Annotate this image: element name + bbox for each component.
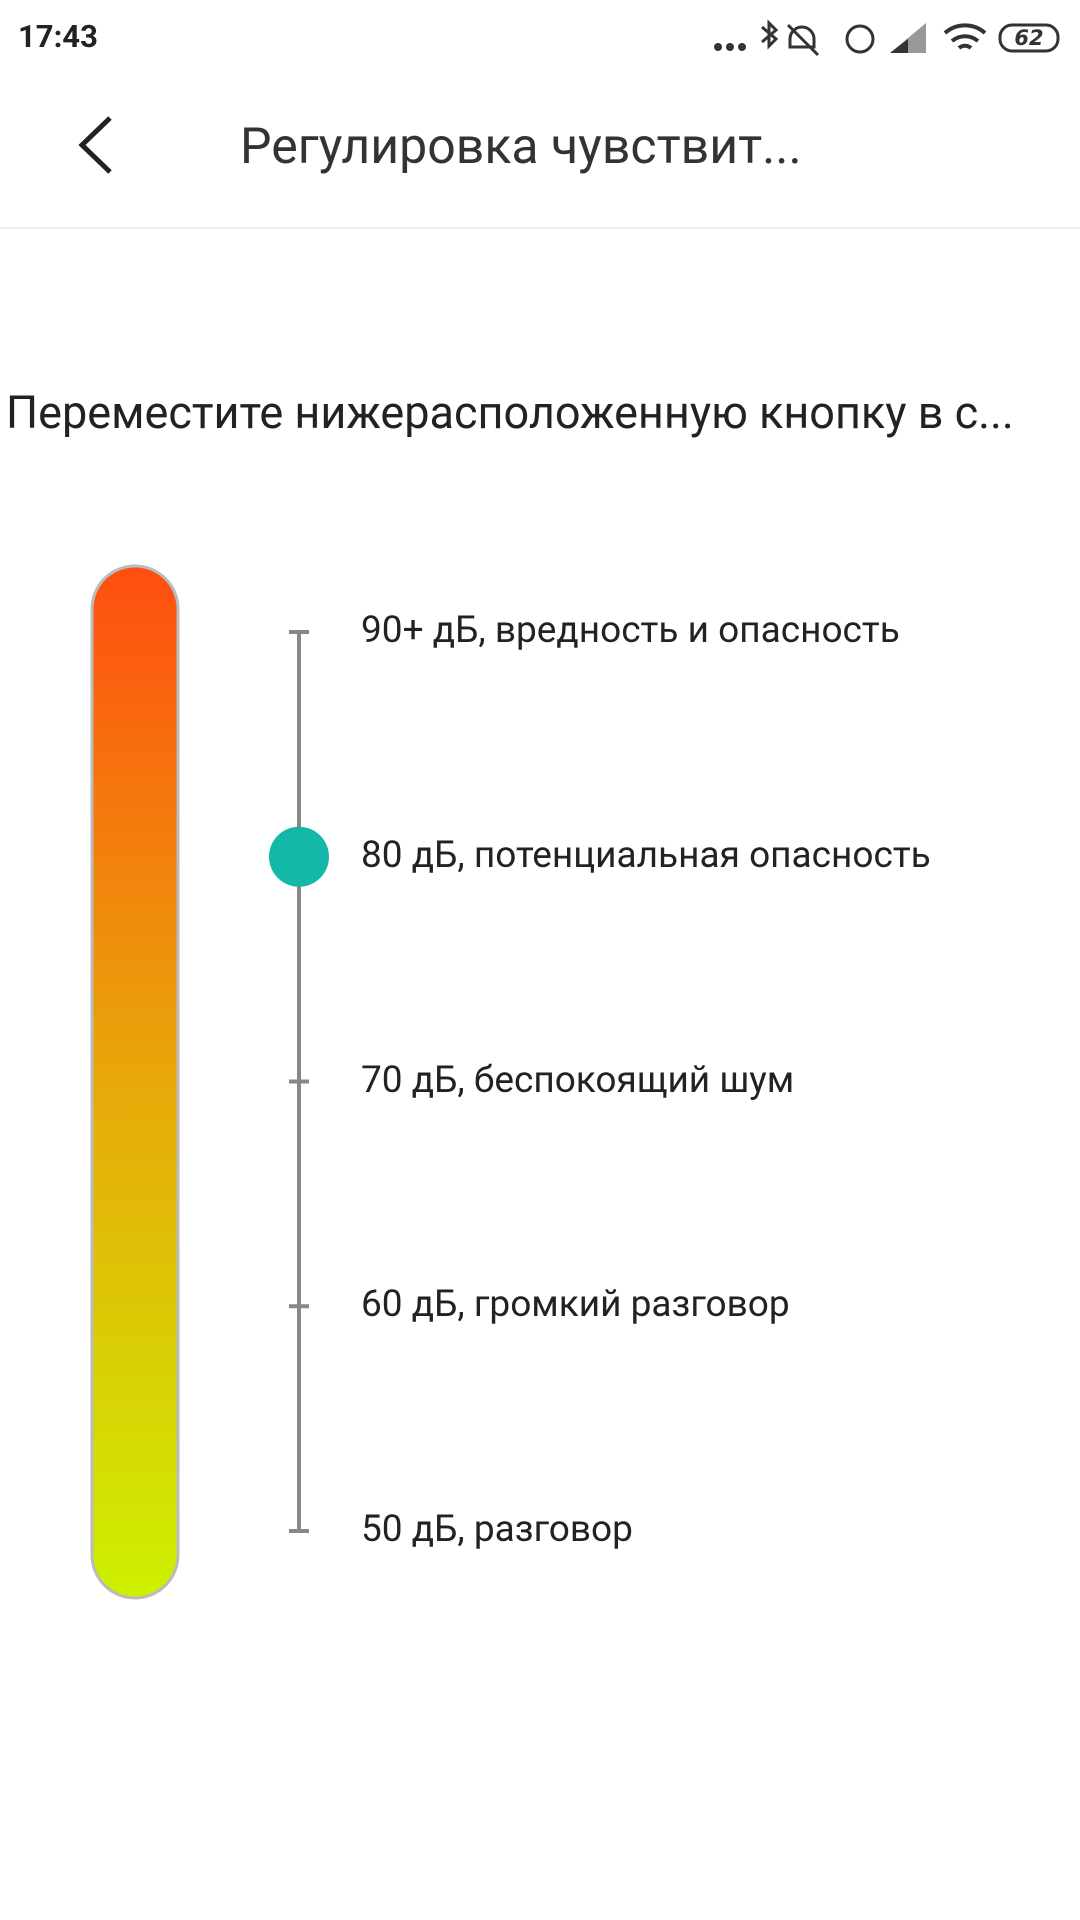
status-time: 17:43 [18, 18, 98, 55]
level-label[interactable]: 80 дБ, потенциальная опасность [361, 833, 931, 877]
back-button[interactable] [70, 110, 130, 180]
divider [0, 227, 1080, 229]
level-gradient-bar [90, 564, 180, 1600]
level-label[interactable]: 90+ дБ, вредность и опасность [361, 609, 900, 652]
battery-level: 62 [1014, 26, 1043, 50]
status-icons: 62 [714, 19, 1060, 57]
sensitivity-slider [90, 564, 329, 1600]
slider-knob[interactable] [269, 826, 329, 887]
instruction: Переместите нижерасположенную кнопку в с… [6, 386, 1014, 439]
header-title: Регулировка чувствит... [240, 118, 802, 176]
level-label[interactable]: 60 дБ, громкий разговор [361, 1283, 790, 1327]
level-label[interactable]: 70 дБ, беспокоящий шум [361, 1058, 795, 1102]
level-label[interactable]: 50 дБ, разговор [361, 1508, 633, 1551]
